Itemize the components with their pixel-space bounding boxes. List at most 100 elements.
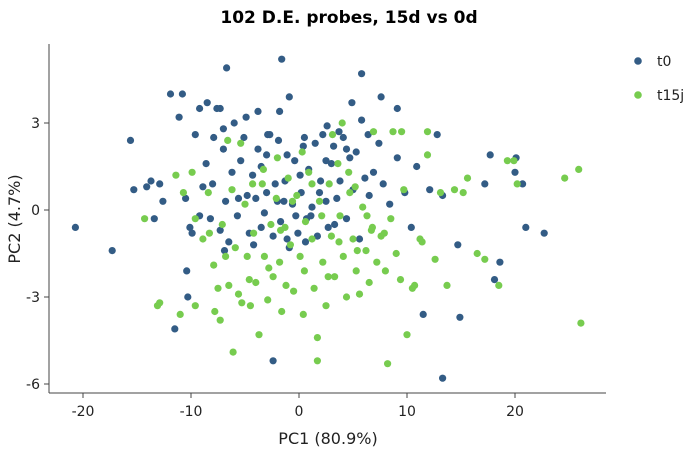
- point-t0-105: [307, 212, 315, 220]
- point-t0-92: [486, 151, 494, 159]
- point-t15j-79: [473, 249, 481, 258]
- point-t0-93: [490, 276, 499, 284]
- point-t0-73: [358, 116, 366, 124]
- x-axis-label: PC1 (80.9%): [278, 429, 377, 448]
- point-t0-78: [379, 180, 387, 188]
- point-t0-42: [269, 232, 277, 240]
- point-t0-66: [336, 177, 344, 185]
- point-t0-56: [308, 203, 316, 211]
- x-tick-label: 10: [398, 404, 416, 420]
- point-t15j-83: [510, 157, 518, 165]
- point-t0-111: [216, 104, 224, 113]
- point-t15j-41: [305, 168, 313, 176]
- point-t0-13: [186, 223, 194, 231]
- point-t0-107: [348, 99, 356, 107]
- point-t15j-99: [423, 128, 432, 136]
- point-t0-33: [243, 191, 251, 200]
- point-t0-30: [233, 212, 241, 220]
- point-t15j-110: [367, 226, 375, 234]
- point-t15j-86: [575, 165, 583, 173]
- point-t0-16: [188, 229, 196, 237]
- point-t0-95: [511, 168, 519, 176]
- point-t0-4: [143, 183, 151, 191]
- point-t0-5: [147, 177, 155, 185]
- point-t15j-101: [211, 307, 219, 316]
- point-t15j-57: [352, 267, 360, 275]
- point-t0-37: [254, 145, 262, 153]
- point-t15j-25: [258, 180, 266, 188]
- point-t15j-9: [210, 261, 218, 269]
- x-tick-label: 20: [506, 404, 524, 420]
- point-t0-19: [199, 183, 207, 191]
- point-t15j-114: [188, 168, 196, 176]
- point-t15j-5: [179, 189, 187, 197]
- point-t15j-6: [191, 215, 199, 223]
- point-t15j-7: [199, 235, 207, 243]
- point-t15j-4: [176, 310, 184, 318]
- point-t0-17: [191, 131, 199, 139]
- point-t0-112: [242, 113, 250, 121]
- point-t0-84: [419, 310, 427, 318]
- point-t0-26: [222, 197, 230, 205]
- point-t0-32: [240, 133, 248, 142]
- point-t0-64: [330, 142, 338, 150]
- point-t15j-34: [284, 174, 292, 182]
- point-t15j-76: [450, 186, 459, 194]
- point-t15j-122: [345, 168, 353, 176]
- point-t15j-38: [296, 252, 304, 260]
- point-t0-60: [319, 131, 327, 139]
- point-t15j-96: [369, 128, 378, 136]
- point-t15j-109: [351, 183, 359, 191]
- point-t15j-8: [205, 229, 213, 237]
- point-t15j-116: [224, 136, 232, 144]
- point-t15j-14: [225, 281, 233, 289]
- point-t0-44: [274, 136, 283, 144]
- point-t15j-74: [436, 189, 445, 197]
- point-t15j-72: [423, 151, 432, 159]
- point-t0-119: [209, 180, 217, 188]
- point-t15j-78: [463, 174, 472, 182]
- point-t15j-32: [278, 307, 286, 316]
- point-t0-110: [393, 104, 401, 113]
- point-t0-6: [150, 215, 158, 223]
- point-t0-133: [219, 125, 227, 133]
- point-t15j-82: [503, 157, 511, 165]
- point-t0-10: [178, 90, 186, 98]
- point-t15j-84: [513, 180, 521, 188]
- point-t0-98: [522, 223, 530, 231]
- point-t0-89: [456, 313, 464, 321]
- point-t0-36: [252, 194, 260, 202]
- point-t15j-15: [228, 186, 236, 194]
- point-t0-69: [346, 154, 354, 162]
- point-t0-136: [300, 133, 308, 142]
- point-t15j-30: [272, 194, 280, 202]
- point-t15j-35: [286, 241, 294, 249]
- point-t15j-85: [561, 174, 569, 182]
- point-t15j-123: [363, 212, 371, 220]
- point-t15j-120: [308, 180, 316, 188]
- point-t0-108: [358, 70, 366, 78]
- point-t15j-119: [288, 197, 297, 205]
- point-t0-131: [292, 212, 300, 220]
- point-t0-1: [108, 247, 116, 255]
- point-t0-121: [257, 223, 265, 231]
- point-t0-39: [260, 209, 268, 217]
- point-t15j-22: [250, 229, 258, 237]
- point-t15j-17: [234, 290, 243, 298]
- point-t15j-118: [273, 154, 281, 162]
- point-t0-11: [175, 113, 183, 121]
- y-tick-label: -6: [26, 377, 40, 393]
- point-t15j-20: [243, 252, 251, 260]
- point-t15j-50: [331, 273, 339, 281]
- legend-marker-t0: [634, 57, 642, 65]
- point-t15j-105: [282, 281, 290, 289]
- series-t15j: [141, 119, 585, 368]
- y-tick-label: -3: [26, 290, 40, 306]
- point-t15j-125: [396, 276, 405, 284]
- point-t15j-43: [310, 284, 318, 292]
- point-t15j-97: [389, 128, 397, 136]
- point-t15j-42: [308, 235, 316, 243]
- point-t0-116: [322, 157, 330, 165]
- point-t0-67: [339, 133, 347, 142]
- point-t0-135: [276, 107, 284, 115]
